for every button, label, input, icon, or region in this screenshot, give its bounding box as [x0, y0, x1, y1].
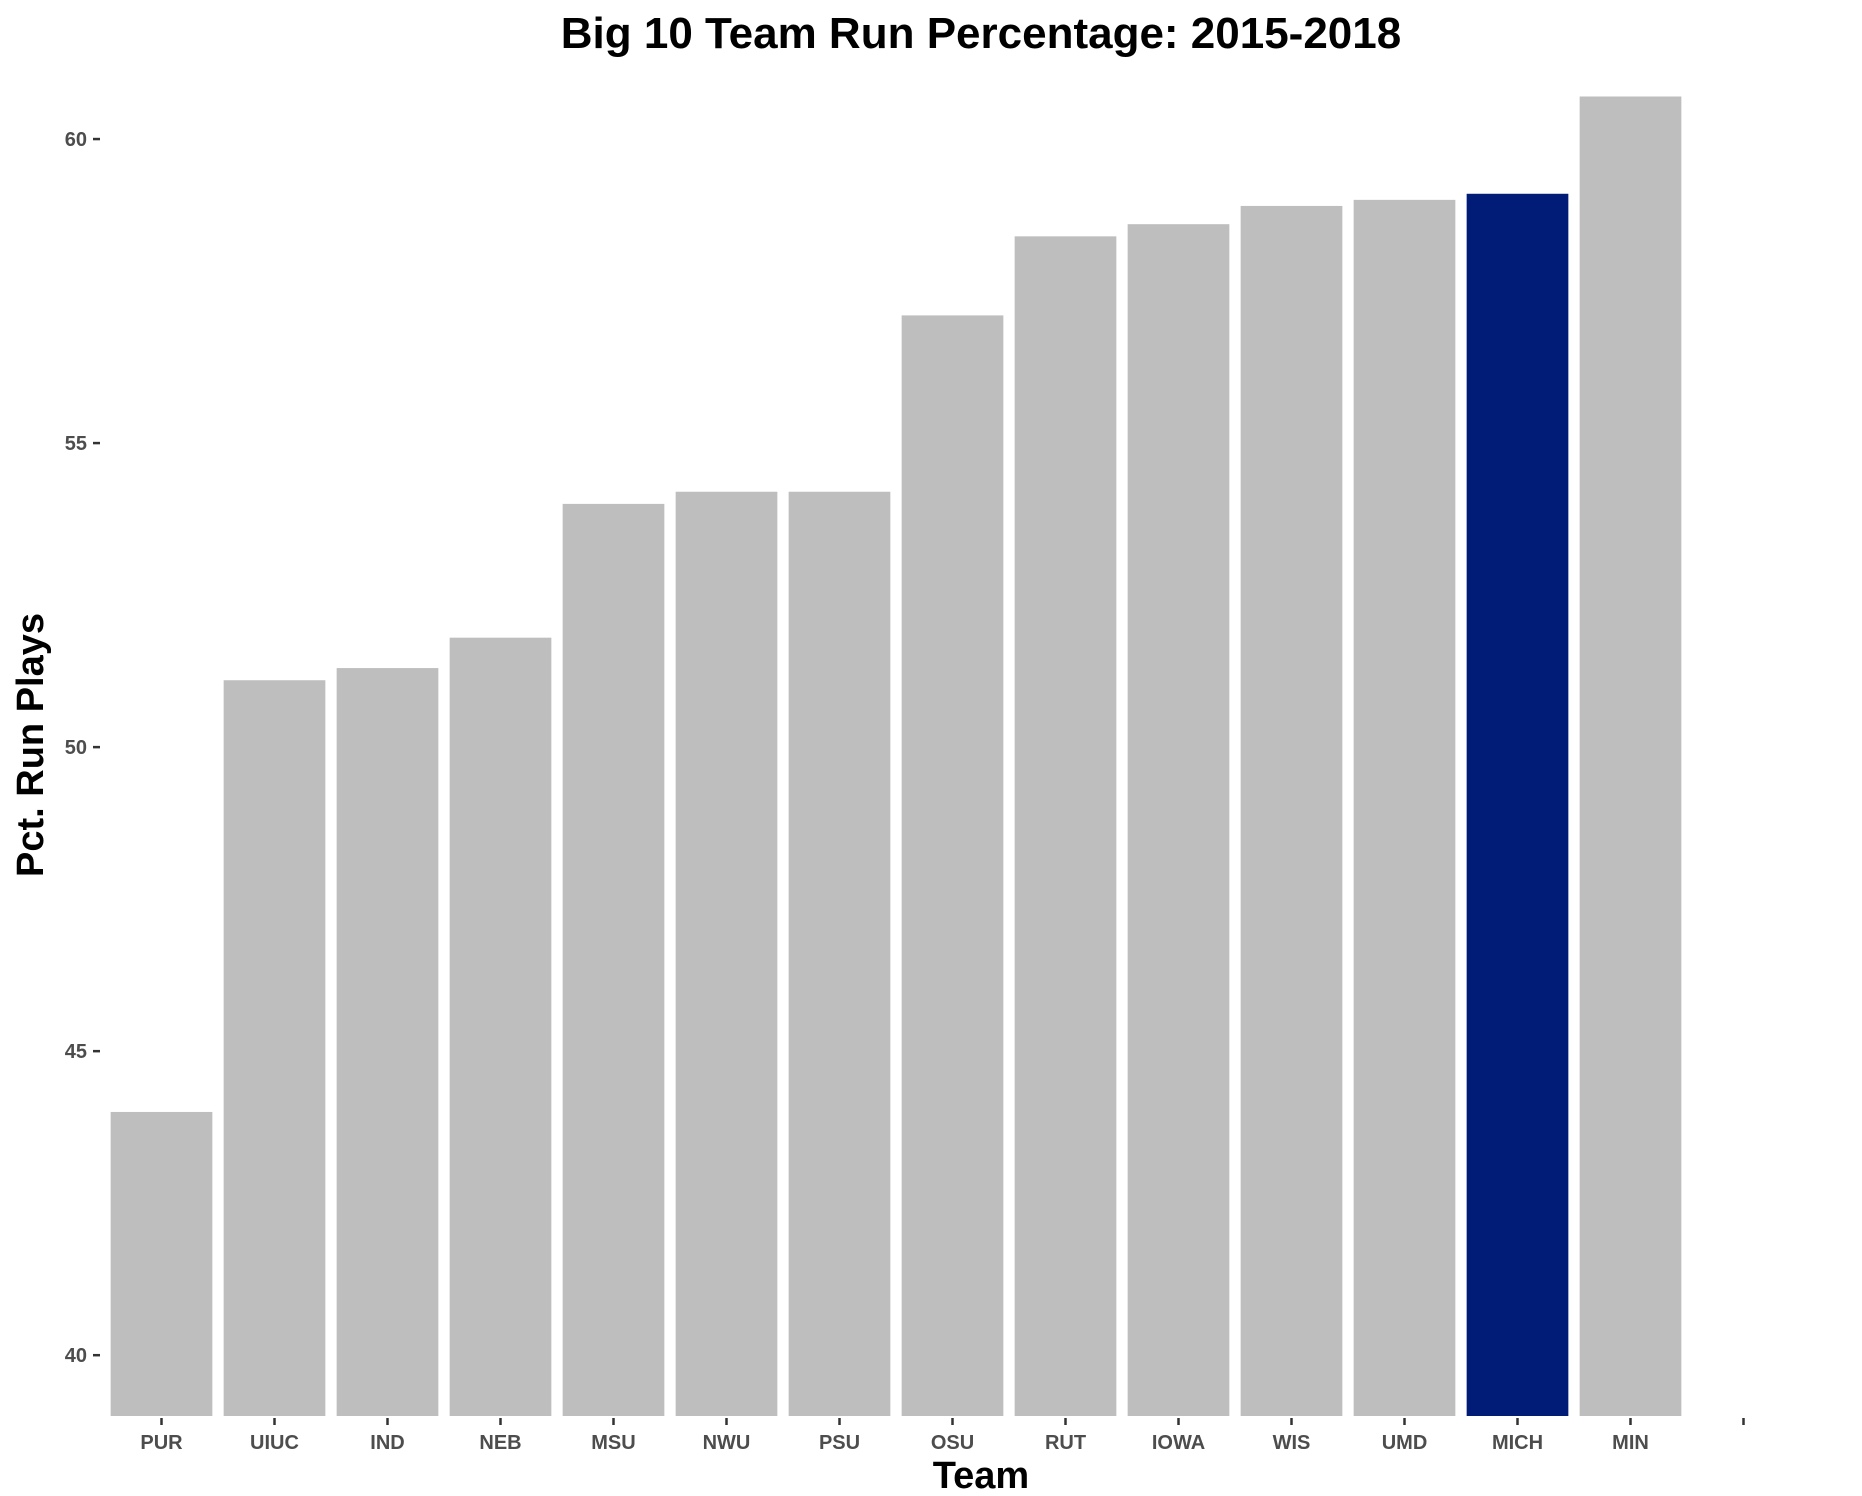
bars [110, 96, 1682, 1417]
x-axis: PUR UIUC IND NEB MSU NWU PSU OSU RUT IOWA WIS UMD MI… [140, 1418, 1745, 1454]
bar-msu [562, 503, 665, 1416]
y-tick-label: 45 [65, 1041, 87, 1063]
bar-mich [1466, 193, 1569, 1416]
y-axis-title: Pct. Run Plays [10, 613, 52, 877]
chart-title: Big 10 Team Run Percentage: 2015-2018 [561, 9, 1401, 58]
bar-pur [110, 1111, 213, 1416]
bar-nwu [675, 491, 778, 1417]
bar-osu [901, 315, 1004, 1416]
x-tick-label: PSU [819, 1432, 860, 1454]
y-tick-label: 60 [65, 129, 87, 151]
x-tick-label: IOWA [1152, 1432, 1205, 1454]
x-tick-label: UMD [1382, 1432, 1428, 1454]
x-tick-label: RUT [1045, 1432, 1086, 1454]
x-tick-label: OSU [931, 1432, 974, 1454]
x-tick-label: MICH [1492, 1432, 1543, 1454]
y-tick-label: 55 [65, 433, 87, 455]
bar-min [1579, 96, 1682, 1417]
x-axis-title: Team [933, 1455, 1029, 1496]
x-tick-label: PUR [140, 1432, 183, 1454]
bar-umd [1353, 199, 1456, 1417]
y-tick-label: 40 [65, 1345, 87, 1367]
y-axis: 40 45 50 55 60 [65, 129, 100, 1367]
x-tick-label: NWU [703, 1432, 751, 1454]
y-tick-label: 50 [65, 737, 87, 759]
bar-uiuc [223, 680, 326, 1416]
x-tick-label: WIS [1273, 1432, 1311, 1454]
x-tick-label: NEB [479, 1432, 521, 1454]
x-tick-label: UIUC [250, 1432, 299, 1454]
x-tick-label: IND [370, 1432, 404, 1454]
x-tick-label: MIN [1612, 1432, 1649, 1454]
bar-neb [449, 637, 552, 1416]
x-tick-label: MSU [591, 1432, 635, 1454]
bar-ind [336, 668, 439, 1416]
bar-wis [1240, 205, 1343, 1417]
bar-psu [788, 491, 891, 1417]
bar-rut [1014, 236, 1117, 1417]
bar-iowa [1127, 224, 1230, 1417]
